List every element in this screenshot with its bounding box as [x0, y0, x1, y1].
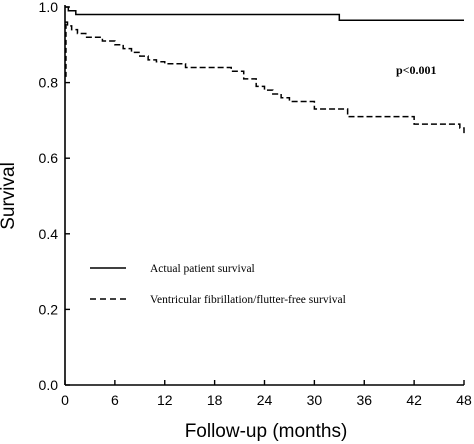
x-tick-label: 18 [207, 392, 223, 408]
x-tick-label: 48 [456, 392, 472, 408]
x-axis-ticks: 0 6 12 18 24 30 36 42 48 [61, 380, 472, 408]
x-tick-label: 42 [406, 392, 422, 408]
x-tick-label: 36 [356, 392, 372, 408]
legend: Actual patient survival Ventricular fibr… [90, 263, 346, 306]
x-tick-label: 12 [157, 392, 173, 408]
series-line-vf-free-survival [65, 21, 465, 136]
p-value-annotation: p<0.001 [396, 63, 437, 77]
y-tick-label: 0.0 [39, 377, 59, 393]
x-axis-label: Follow-up (months) [185, 421, 348, 442]
series-line-actual-survival [65, 6, 464, 21]
y-tick-label: 0.6 [39, 150, 59, 166]
y-tick-label: 0.4 [39, 226, 59, 242]
x-tick-label: 30 [307, 392, 323, 408]
x-tick-label: 6 [111, 392, 119, 408]
y-tick-label: 0.2 [39, 301, 59, 317]
y-axis-ticks: 0.0 0.2 0.4 0.6 0.8 1.0 [39, 0, 70, 393]
legend-label-vf-free-survival: Ventricular fibrillation/flutter-free su… [150, 294, 346, 306]
y-tick-label: 1.0 [39, 0, 59, 15]
y-axis-label: Survival [0, 162, 19, 230]
x-tick-label: 24 [257, 392, 273, 408]
x-tick-label: 0 [61, 392, 69, 408]
y-tick-label: 0.8 [39, 75, 59, 91]
series-lines [65, 6, 465, 136]
axes [64, 5, 464, 386]
legend-label-actual-survival: Actual patient survival [150, 263, 255, 275]
